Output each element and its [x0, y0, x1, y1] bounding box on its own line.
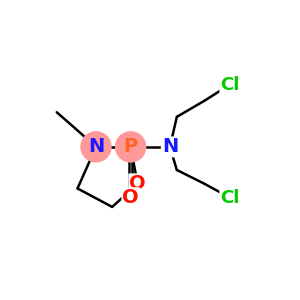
- Text: Cl: Cl: [220, 76, 240, 94]
- Circle shape: [116, 132, 146, 162]
- Text: Cl: Cl: [220, 189, 240, 207]
- Text: O: O: [129, 174, 146, 193]
- Text: P: P: [124, 137, 138, 156]
- Circle shape: [81, 132, 111, 162]
- Text: N: N: [162, 137, 178, 156]
- Text: O: O: [122, 188, 139, 207]
- Text: N: N: [88, 137, 104, 156]
